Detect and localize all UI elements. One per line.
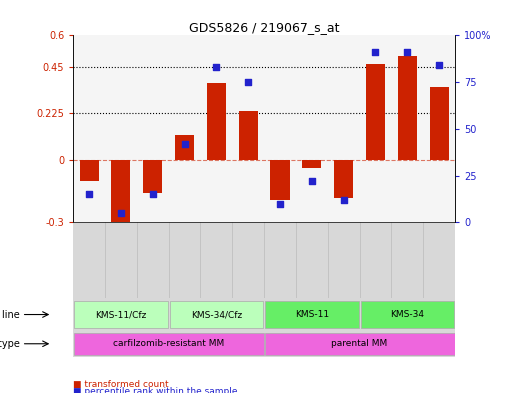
Point bbox=[85, 191, 93, 198]
Text: KMS-11: KMS-11 bbox=[295, 310, 329, 319]
Bar bbox=[111, 160, 130, 227]
Bar bbox=[175, 135, 194, 160]
Bar bbox=[360, 301, 454, 328]
Point bbox=[339, 197, 348, 203]
Text: cell type: cell type bbox=[0, 339, 20, 349]
Point bbox=[276, 200, 284, 207]
Point bbox=[244, 79, 253, 85]
Bar bbox=[429, 87, 449, 160]
Point bbox=[180, 141, 189, 147]
Bar bbox=[74, 333, 264, 355]
Text: KMS-34/Cfz: KMS-34/Cfz bbox=[191, 310, 242, 319]
Bar bbox=[79, 160, 99, 181]
Bar bbox=[270, 160, 290, 200]
Bar bbox=[265, 301, 359, 328]
Bar bbox=[334, 160, 353, 198]
Bar bbox=[238, 111, 258, 160]
Text: parental MM: parental MM bbox=[332, 339, 388, 348]
Text: ■ transformed count: ■ transformed count bbox=[73, 380, 169, 389]
Point bbox=[117, 210, 125, 216]
Bar bbox=[143, 160, 162, 193]
Point bbox=[435, 62, 444, 68]
Bar bbox=[265, 333, 454, 355]
Bar bbox=[74, 301, 168, 328]
Bar bbox=[207, 83, 226, 160]
Text: cell line: cell line bbox=[0, 310, 20, 320]
Bar bbox=[169, 301, 263, 328]
Title: GDS5826 / 219067_s_at: GDS5826 / 219067_s_at bbox=[189, 21, 339, 34]
Bar bbox=[397, 56, 417, 160]
Bar bbox=[366, 64, 385, 160]
Point bbox=[371, 49, 380, 55]
Text: ■ percentile rank within the sample: ■ percentile rank within the sample bbox=[73, 387, 238, 393]
Point bbox=[149, 191, 157, 198]
Bar bbox=[302, 160, 321, 169]
Point bbox=[403, 49, 412, 55]
Text: carfilzomib-resistant MM: carfilzomib-resistant MM bbox=[113, 339, 224, 348]
Text: KMS-11/Cfz: KMS-11/Cfz bbox=[95, 310, 146, 319]
Point bbox=[308, 178, 316, 184]
Text: KMS-34: KMS-34 bbox=[390, 310, 424, 319]
Point bbox=[212, 64, 221, 70]
